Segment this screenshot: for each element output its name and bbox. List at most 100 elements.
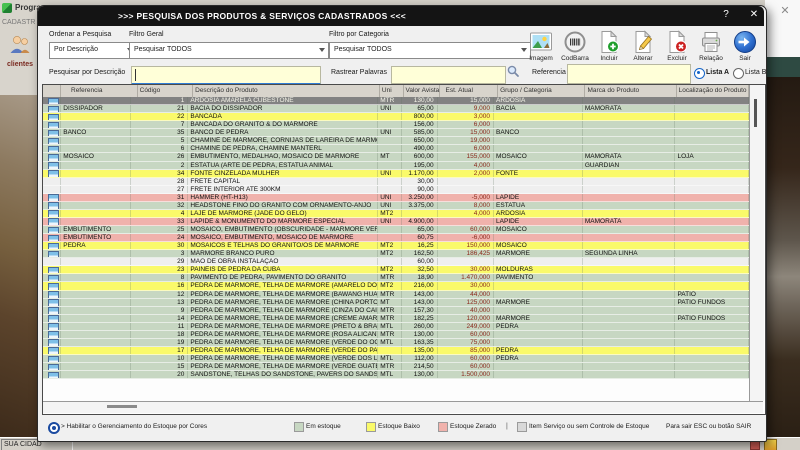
row-image-icon-cell [43, 258, 62, 266]
dialog-titlebar[interactable]: >>> PESQUISA DOS PRODUTOS & SERVIÇOS CAD… [38, 6, 764, 26]
table-row[interactable]: 15 PEDRA DE MÁRMORE, TELHA DE MÁRMORE (VE… [43, 363, 749, 372]
cell-est: 60,000 [438, 330, 495, 338]
cell-marca [583, 97, 676, 105]
cell-cod: 3 [131, 250, 189, 258]
barcode-icon [559, 28, 591, 55]
table-row[interactable]: 22 BANCADA 800,00 3,000 [43, 113, 749, 122]
filtro-categoria-label: Filtro por Categoria [329, 31, 389, 38]
excluir-button[interactable]: Excluir [661, 28, 693, 66]
table-row[interactable]: 6 CHAMINÉ DE PEDRA, CHAMINÉ MANTERL 490,00… [43, 145, 749, 154]
lista-b-radio[interactable] [733, 68, 744, 79]
cell-marca [583, 234, 676, 242]
table-row[interactable]: 19 PEDRA DE MÁRMORE, TELHA DE MÁRMORE (VE… [43, 338, 749, 347]
imagem-button[interactable]: Imagem [525, 28, 557, 66]
table-row[interactable]: DISSIPADOR 21 BACIA DO DISSIPADOR UNI 65,00 9… [43, 105, 749, 114]
table-row[interactable]: 33 LÁPIDE & MONUMENTO DO MÁRMORE ESPECIAL… [43, 217, 749, 226]
vertical-scrollbar[interactable] [749, 85, 764, 401]
column-header[interactable]: Código [138, 85, 194, 97]
vertical-scrollbar-thumb[interactable] [754, 99, 757, 127]
table-row[interactable]: 4 LAJE DE MÁRMORE (JADE DO GELO) MT2 4,000 A… [43, 209, 749, 218]
help-button[interactable]: ? [723, 9, 729, 20]
table-row[interactable]: 20 SANDSTONE, TELHAS DO SANDSTONE, PAVERS… [43, 371, 749, 380]
cell-ref [61, 209, 131, 217]
filtro-geral-select[interactable]: Pesquisar TODOS [129, 42, 329, 59]
column-header[interactable] [43, 85, 61, 97]
ordenar-select[interactable]: Por Descrição [49, 42, 137, 59]
background-menu-cadastros[interactable]: CADASTR [2, 19, 36, 26]
column-header[interactable]: Uni [380, 85, 404, 97]
cell-grupo: LAPIDE [494, 217, 583, 225]
table-row[interactable]: PEDRA 30 MOSAICOS E TELHAS DO GRANITO/OS D… [43, 242, 749, 251]
cell-loc [675, 346, 749, 354]
table-row[interactable]: 8 PAVIMENTO DE PEDRA, PAVIMENTO DO GRANIT… [43, 274, 749, 283]
close-icon[interactable]: ✕ [749, 9, 759, 20]
row-image-icon-cell [43, 290, 62, 298]
table-row[interactable]: 14 PEDRA DE MÁRMORE, TELHA DE MÁRMORE (CR… [43, 314, 749, 323]
filtro-categoria-select[interactable]: Pesquisar TODOS [329, 42, 531, 59]
sair-button[interactable]: Sair [729, 28, 761, 66]
table-row[interactable]: 7 BANCADA DO GRANITO & DO MÁRMORE 156,00 6,… [43, 121, 749, 130]
horizontal-scrollbar-thumb[interactable] [107, 405, 137, 408]
alterar-button[interactable]: Alterar [627, 28, 659, 66]
table-row[interactable]: 18 PEDRA DE MÁRMORE, TELHA DE MÁRMORE (RO… [43, 330, 749, 339]
table-row[interactable]: 29 MÃO DE OBRA INSTALAÇÃO 60,00 [43, 258, 749, 267]
table-row[interactable]: 28 FRETE CAPITAL 30,00 [43, 177, 749, 186]
pesquisar-descricao-input[interactable] [131, 66, 321, 85]
pesquisar-descricao-label: Pesquisar por Descrição [49, 69, 126, 76]
table-row[interactable]: 11 PEDRA DE MÁRMORE, TELHA DE MÁRMORE (PR… [43, 322, 749, 331]
sidebar-item-clientes[interactable]: clientes [3, 32, 37, 76]
row-image-icon [48, 323, 59, 330]
column-header[interactable]: Grupo / Categoria [498, 85, 586, 97]
table-row[interactable]: EMBUTIMENTO 24 MOSAICO, EMBUTIMENTO, MOSAI… [43, 234, 749, 243]
cell-ref [61, 250, 131, 258]
row-image-icon [48, 121, 59, 129]
table-row[interactable]: 5 CHAMINÉ DE MÁRMORE, CORNIJAS DE LAREIRA… [43, 137, 749, 146]
column-header[interactable]: Marca do Produto [585, 85, 677, 97]
table-row[interactable]: BANCO 35 BANCO DE PEDRA UNI 585,00 15,000 BANC… [43, 129, 749, 138]
cell-valor: 18,90 [402, 274, 438, 282]
table-row[interactable]: 1 ARDOSIA AMARELA CUBESTONE MTR 130,00 15,00… [43, 97, 749, 106]
table-row[interactable]: 34 FONTE CINZELADA MULHER UNI 1.170,00 2,000… [43, 169, 749, 178]
statusbar-yellow-icon[interactable] [764, 439, 777, 450]
table-row[interactable]: 32 HEADSTONE FINO DO GRANITO COM ORNAMENT… [43, 201, 749, 210]
column-header[interactable]: Descrição do Produto [193, 85, 380, 97]
cell-cod: 1 [131, 97, 189, 105]
horizontal-scrollbar[interactable] [43, 401, 763, 413]
table-row[interactable]: 9 PEDRA DE MÁRMORE, TELHA DE MÁRMORE (CIN… [43, 306, 749, 315]
table-row[interactable]: 16 PEDRA DE MÁRMORE, TELHA DE MÁRMORE (AM… [43, 282, 749, 291]
referencia-input[interactable] [567, 64, 691, 84]
cell-ref: EMBUTIMENTO [61, 234, 131, 242]
close-icon-background-window[interactable]: ✕ [780, 5, 790, 17]
column-header[interactable]: Referencia [61, 85, 138, 97]
search-icon[interactable] [506, 64, 520, 78]
table-row[interactable]: 2 ESTATUA (ARTE DE PEDRA, ESTATUA ANIMAL 1… [43, 161, 749, 170]
table-row[interactable]: 10 PEDRA DE MÁRMORE, TELHA DE MÁRMORE (VE… [43, 355, 749, 364]
table-row[interactable]: 3 MÁRMORE BRANCO PURO MT2 162,50 186,425 MARM… [43, 250, 749, 259]
column-header[interactable]: Valor Avista [404, 85, 440, 97]
table-row[interactable]: MOSAICO 26 EMBUTIMENTO, MEDALHAO, MOSAICO … [43, 153, 749, 162]
incluir-button[interactable]: Incluir [593, 28, 625, 66]
table-row[interactable]: 13 PEDRA DE MÁRMORE, TELHA DE MÁRMORE (CH… [43, 298, 749, 307]
table-row[interactable]: 17 PEDRA DE MÁRMORE, TELHA DE MÁRMORE (VE… [43, 346, 749, 355]
legend-swatch-estoque-zerado [438, 422, 448, 432]
relação-button[interactable]: Relação [695, 28, 727, 66]
rastrear-palavras-input[interactable] [391, 66, 506, 84]
cell-grupo [494, 282, 583, 290]
toolbar-button-label: CodBarra [561, 55, 589, 62]
toolbar-button-label: Excluir [667, 55, 687, 62]
table-row[interactable]: 27 FRETE INTERIOR ATÉ 300KM 90,00 [43, 185, 749, 194]
row-image-icon-cell [43, 153, 62, 161]
table-row[interactable]: EMBUTIMENTO 25 MOSAICO, EMBUTIMENTO (OBSCU… [43, 226, 749, 235]
toolbar-button-label: Imagem [529, 55, 553, 62]
table-row[interactable]: 23 PAINÉIS DE PEDRA DA CUBA MT2 32,50 30,000… [43, 266, 749, 275]
row-image-icon [48, 170, 59, 177]
row-image-icon-cell [43, 129, 62, 137]
lista-a-radio[interactable] [694, 68, 705, 79]
column-header[interactable]: Localização do Produto [677, 85, 749, 97]
column-header[interactable]: Est. Atual [440, 85, 499, 97]
row-image-icon-cell [43, 169, 62, 177]
legend-enable-radio[interactable] [48, 422, 60, 434]
codbarra-button[interactable]: CodBarra [559, 28, 591, 66]
table-row[interactable]: 12 PEDRA DE MÁRMORE, TELHA DE MÁRMORE (BA… [43, 290, 749, 299]
table-row[interactable]: 31 HAMMER (HT-H13) UNI 3.250,00 -5,000 LAPIDE [43, 193, 749, 202]
